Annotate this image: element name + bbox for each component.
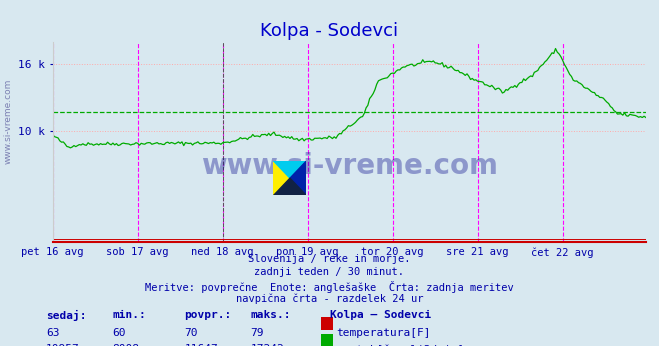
Polygon shape (290, 161, 306, 195)
Text: temperatura[F]: temperatura[F] (336, 328, 430, 338)
Text: 60: 60 (112, 328, 125, 338)
Text: pretok[čevelj3/min]: pretok[čevelj3/min] (336, 344, 465, 346)
Text: navpična črta - razdelek 24 ur: navpična črta - razdelek 24 ur (236, 294, 423, 304)
Text: 63: 63 (46, 328, 59, 338)
Text: sedaj:: sedaj: (46, 310, 86, 321)
Text: Meritve: povprečne  Enote: anglešaške  Črta: zadnja meritev: Meritve: povprečne Enote: anglešaške Črt… (145, 281, 514, 293)
Text: Slovenija / reke in morje.: Slovenija / reke in morje. (248, 254, 411, 264)
Text: maks.:: maks.: (250, 310, 291, 320)
Text: Kolpa - Sodevci: Kolpa - Sodevci (260, 22, 399, 40)
Text: 11647: 11647 (185, 344, 218, 346)
Text: povpr.:: povpr.: (185, 310, 232, 320)
Polygon shape (273, 161, 306, 178)
Text: Kolpa – Sodevci: Kolpa – Sodevci (330, 310, 431, 320)
Text: 79: 79 (250, 328, 264, 338)
Polygon shape (273, 161, 290, 195)
Text: 70: 70 (185, 328, 198, 338)
Text: 10957: 10957 (46, 344, 80, 346)
Polygon shape (273, 178, 306, 195)
Text: min.:: min.: (112, 310, 146, 320)
Text: www.si-vreme.com: www.si-vreme.com (201, 152, 498, 180)
Text: www.si-vreme.com: www.si-vreme.com (3, 79, 13, 164)
Text: 8008: 8008 (112, 344, 139, 346)
Text: 17242: 17242 (250, 344, 284, 346)
Text: zadnji teden / 30 minut.: zadnji teden / 30 minut. (254, 267, 405, 277)
